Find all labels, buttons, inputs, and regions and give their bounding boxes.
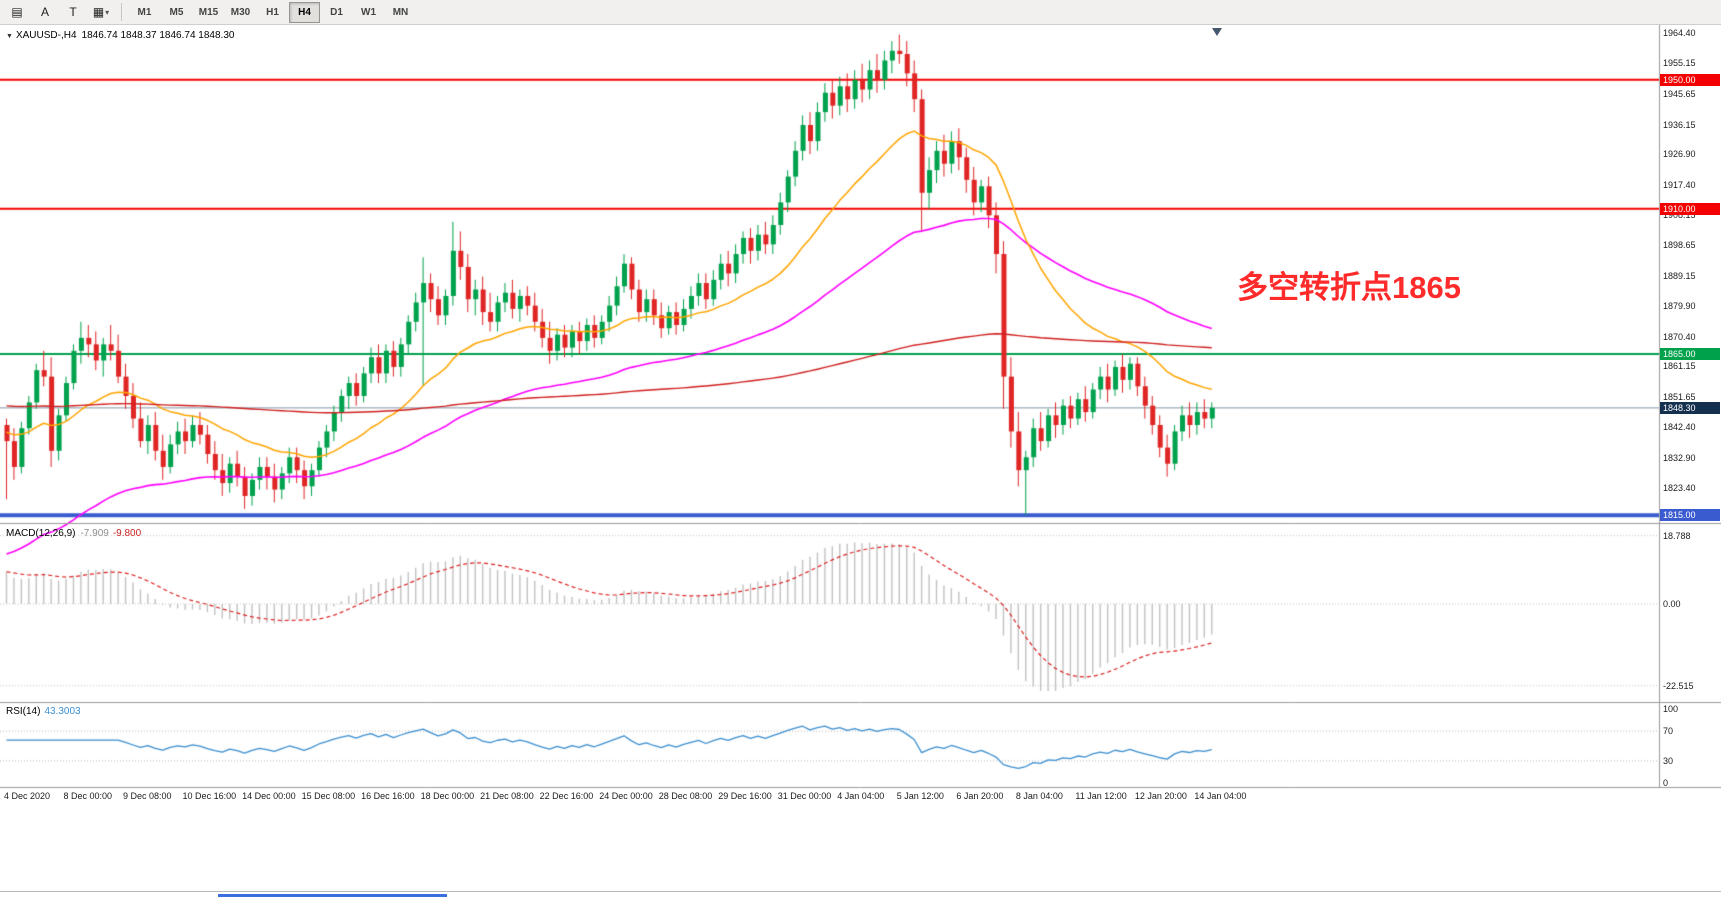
- time-axis-label: 28 Dec 08:00: [658, 791, 713, 801]
- timeframe-button-h4[interactable]: H4: [289, 1, 320, 23]
- time-axis-label: 9 Dec 08:00: [123, 791, 172, 801]
- price-chart-canvas[interactable]: [0, 25, 1721, 789]
- timeframe-button-h1[interactable]: H1: [266, 6, 279, 18]
- timeframe-button-m30[interactable]: M30: [230, 6, 251, 18]
- time-axis-label: 21 Dec 08:00: [480, 791, 534, 801]
- timeframe-button-w1[interactable]: W1: [361, 6, 376, 18]
- bottom-blue-segment: [218, 894, 447, 897]
- timeframe-button-m15[interactable]: M15: [198, 6, 219, 18]
- time-axis-label: 12 Jan 20:00: [1134, 791, 1187, 801]
- objects-dropdown-icon[interactable]: ▦ ▾: [92, 5, 110, 19]
- time-axis-label: 14 Dec 00:00: [242, 791, 296, 801]
- chart-text-annotation: 多空转折点1865: [1237, 270, 1461, 305]
- time-axis-label: 11 Jan 12:00: [1075, 791, 1127, 801]
- timeframe-button-d1[interactable]: D1: [330, 6, 343, 18]
- time-axis-label: 18 Dec 00:00: [420, 791, 475, 801]
- macd-indicator-label: MACD(12,26,9) -7.909 -9.800: [6, 528, 141, 539]
- cursor-tool-icon[interactable]: A: [40, 5, 49, 19]
- chevron-down-icon: ▾: [105, 7, 110, 17]
- text-tool-icon[interactable]: T: [69, 5, 77, 19]
- macd-signal-value: -9.800: [112, 528, 142, 539]
- time-axis-label: 8 Jan 04:00: [1015, 791, 1063, 801]
- symbol-name: XAUUSD-,H4: [15, 30, 77, 41]
- top-toolbar: ▤ A T ▦ ▾ M1 M5 M15 M30 H1 H4 D1 W1 MN: [0, 0, 1721, 25]
- timeframe-button-m5[interactable]: M5: [169, 6, 184, 18]
- toolbar-icon-group: ▤ A T ▦ ▾: [4, 1, 114, 23]
- time-axis-label: 5 Jan 12:00: [896, 791, 944, 801]
- time-axis-label: 8 Dec 00:00: [63, 791, 113, 801]
- time-axis-label: 10 Dec 16:00: [182, 791, 237, 801]
- rsi-indicator-label: RSI(14) 43.3003: [6, 706, 81, 717]
- time-axis-label: 4 Dec 2020: [4, 791, 51, 801]
- macd-title: MACD(12,26,9): [6, 528, 76, 539]
- macd-main-value: -7.909: [80, 528, 109, 539]
- chart-title: ▼ XAUUSD-,H4 1846.74 1848.37 1846.74 1848.…: [6, 30, 234, 41]
- timeframe-button-group: M1 M5 M15 M30 H1 H4 D1 W1 MN: [129, 1, 416, 23]
- chart-window-icon[interactable]: ▤: [11, 5, 23, 19]
- timeframe-button-mn[interactable]: MN: [392, 6, 409, 18]
- time-axis-label: 22 Dec 16:00: [539, 791, 594, 801]
- rsi-title: RSI(14): [6, 706, 41, 717]
- symbol-dropdown-icon[interactable]: ▼: [6, 33, 13, 40]
- chart-shift-marker-icon[interactable]: [1212, 28, 1222, 36]
- time-axis-label: 31 Dec 00:00: [777, 791, 832, 801]
- time-axis-label: 16 Dec 16:00: [361, 791, 415, 801]
- toolbar-separator: [121, 3, 122, 21]
- time-axis-label: 15 Dec 08:00: [301, 791, 356, 801]
- time-axis-label: 29 Dec 16:00: [718, 791, 772, 801]
- time-axis-label: 24 Dec 00:00: [599, 791, 653, 801]
- time-axis-label: 14 Jan 04:00: [1194, 791, 1247, 801]
- time-axis-label: 6 Jan 20:00: [956, 791, 1004, 801]
- rsi-value: 43.3003: [44, 706, 81, 717]
- timeframe-button-m1[interactable]: M1: [137, 6, 152, 18]
- ohlc-values: 1846.74 1848.37 1846.74 1848.30: [81, 30, 235, 41]
- bottom-divider: [0, 891, 1721, 892]
- time-axis-label: 4 Jan 04:00: [837, 791, 885, 801]
